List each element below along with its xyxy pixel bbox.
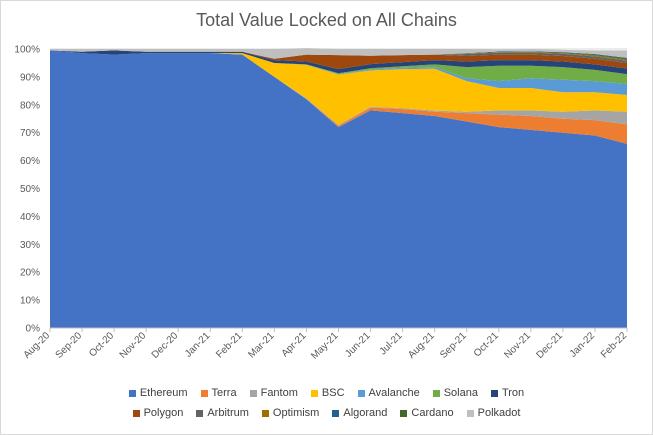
x-tick-label: Jan-22	[568, 330, 598, 360]
x-tick-label: Jul-21	[378, 330, 405, 357]
legend-item: Ethereum	[128, 387, 188, 399]
legend-swatch	[490, 389, 498, 397]
x-tick-label: Sep-20	[54, 330, 85, 361]
y-tick-label: 80%	[20, 100, 40, 111]
x-tick-label: Dec-21	[534, 330, 565, 361]
x-tick-label: Jan-21	[183, 330, 213, 360]
legend-swatch	[128, 389, 136, 397]
legend-swatch	[357, 389, 365, 397]
y-tick-label: 50%	[20, 184, 40, 195]
y-tick-label: 40%	[20, 212, 40, 223]
area-series-avalanche	[50, 50, 627, 96]
y-tick-label: 70%	[20, 128, 40, 139]
legend-item: Avalanche	[357, 387, 420, 399]
x-tick-label: Mar-21	[246, 330, 276, 360]
legend-swatch	[332, 409, 340, 417]
legend-label: Cardano	[411, 407, 454, 419]
x-tick-label: Feb-21	[214, 330, 244, 360]
legend-label: Terra	[211, 387, 237, 399]
legend-row: Polygon Arbitrum Optimism Algorand Cardano Po…	[1, 403, 652, 423]
legend-item: Optimism	[261, 407, 320, 419]
chart-title: Total Value Locked on All Chains	[196, 10, 457, 30]
x-tick-label: Apr-21	[280, 330, 309, 359]
area-series-polkadot	[50, 48, 627, 59]
area-series-tron	[50, 50, 627, 75]
area-series-polygon	[50, 50, 627, 70]
legend-swatch	[466, 409, 474, 417]
area-series-arbitrum	[50, 50, 627, 63]
y-tick-label: 90%	[20, 72, 40, 83]
legend-label: Optimism	[272, 407, 320, 419]
legend-swatch	[249, 389, 257, 397]
x-tick-label: Nov-21	[502, 330, 533, 361]
x-tick-label: Jun-21	[343, 330, 373, 360]
legend-swatch	[310, 389, 318, 397]
legend-swatch	[261, 409, 269, 417]
legend-swatch	[132, 409, 140, 417]
y-tick-label: 100%	[14, 45, 40, 56]
x-tick-label: Oct-20	[87, 330, 116, 359]
legend-label: Solana	[443, 387, 478, 399]
legend-label: BSC	[321, 387, 345, 399]
legend-item: Polkadot	[466, 407, 521, 419]
legend-swatch	[200, 389, 208, 397]
legend-item: Arbitrum	[196, 407, 249, 419]
legend-swatch	[432, 389, 440, 397]
chart-legend: Ethereum Terra Fantom BSC Avalanche Solana Tro…	[1, 383, 652, 423]
x-tick-label: Nov-20	[118, 330, 149, 361]
y-tick-label: 60%	[20, 156, 40, 167]
x-tick-label: Dec-20	[150, 330, 181, 361]
legend-item: Tron	[490, 387, 525, 399]
chart-plot-area: 0%10%20%30%40%50%60%70%80%90%100%Aug-20 S…	[14, 45, 629, 362]
y-tick-label: 0%	[26, 324, 41, 335]
legend-label: Algorand	[343, 407, 388, 419]
legend-label: Fantom	[260, 387, 298, 399]
legend-item: Terra	[200, 387, 237, 399]
legend-item: BSC	[310, 387, 345, 399]
legend-item: Solana	[432, 387, 478, 399]
legend-label: Polygon	[143, 407, 184, 419]
area-series-fantom	[50, 50, 627, 126]
legend-label: Avalanche	[368, 387, 420, 399]
y-tick-label: 10%	[20, 296, 40, 307]
area-series-bsc	[50, 50, 627, 125]
area-series-optimism	[50, 50, 627, 61]
legend-item: Algorand	[332, 407, 387, 419]
x-tick-label: Oct-21	[472, 330, 501, 359]
legend-item: Cardano	[400, 407, 454, 419]
area-series-solana	[50, 50, 627, 84]
legend-label: Ethereum	[139, 387, 188, 399]
legend-label: Polkadot	[477, 407, 521, 419]
legend-label: Tron	[501, 387, 525, 399]
x-tick-label: Feb-22	[599, 330, 629, 360]
legend-swatch	[196, 409, 204, 417]
legend-row: Ethereum Terra Fantom BSC Avalanche Solana Tro…	[1, 383, 652, 403]
y-tick-label: 20%	[20, 268, 40, 279]
legend-item: Polygon	[132, 407, 184, 419]
x-tick-label: Aug-20	[22, 330, 53, 361]
area-series-ethereum	[50, 50, 627, 329]
legend-item: Fantom	[249, 387, 298, 399]
legend-label: Arbitrum	[207, 407, 249, 419]
x-tick-label: May-21	[309, 330, 341, 362]
area-series-algorand	[50, 50, 627, 60]
area-series-terra	[50, 50, 627, 144]
legend-swatch	[400, 409, 408, 417]
y-tick-label: 30%	[20, 240, 40, 251]
x-tick-label: Aug-21	[406, 330, 437, 361]
x-tick-label: Sep-21	[438, 330, 469, 361]
